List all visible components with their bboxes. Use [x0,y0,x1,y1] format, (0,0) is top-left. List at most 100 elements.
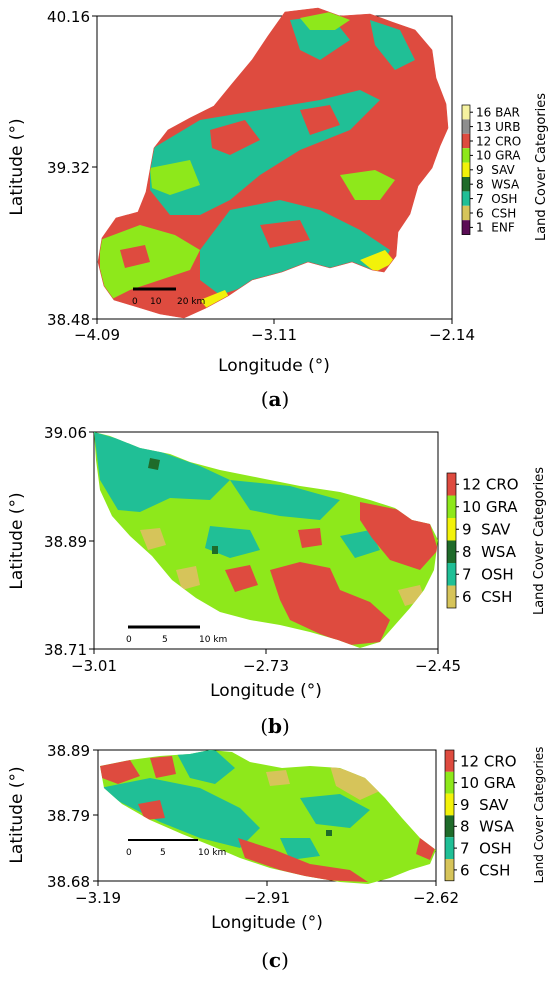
legend-label: 10 GRA [462,498,518,516]
legend-label: 10 GRA [476,149,521,163]
region-cro [300,105,340,135]
legend-swatch [462,205,470,221]
legend-label: 6 CSH [460,861,510,879]
x-tick-mid: −2.73 [243,657,289,675]
legend-label: 7 OSH [476,192,517,206]
region-csh [330,766,382,800]
region-osh [200,200,390,295]
legend: 12 CRO 10 GRA 9 SAV 8 WSA 7 OSH 6 CSH [444,749,517,882]
region-sav [200,290,232,312]
scale-label-mid: 5 [160,848,166,858]
region-osh [280,838,320,860]
y-tick-bottom: 38.71 [44,641,87,659]
legend-swatch [462,162,470,177]
region-cro [210,120,260,155]
legend-label: 1 ENF [476,221,515,235]
x-axis-label: Longitude (°) [211,913,323,933]
panel-c: 0 5 10 km 38.89 38.79 38.68 −3.19 −2.91 … [7,742,546,933]
x-axis-label: Longitude (°) [218,356,330,376]
legend-swatch [447,585,456,608]
region-cro [120,245,150,268]
legend-swatch [462,133,470,149]
scale-label-mid: 5 [162,635,168,645]
y-tick-top: 39.06 [44,424,87,442]
legend-label: 12 CRO [476,134,521,148]
panel-a: 0 10 20 km 40.16 39.32 38.48 −4.09 −3.11… [7,7,549,376]
legend-label: 6 CSH [462,588,512,606]
scale-label-0: 0 [126,848,132,858]
legend-swatch [447,563,456,586]
legend-swatch [445,815,454,838]
x-tick-right: −2.45 [415,657,461,675]
region-cro [100,760,140,784]
y-tick-mid: 38.89 [44,533,87,551]
legend-swatch [462,119,470,134]
x-axis-label: Longitude (°) [210,681,322,701]
legend-title: Land Cover Categories [532,747,546,884]
legend-label: 8 WSA [460,818,515,836]
region-osh [230,480,340,520]
legend-label: 16 BAR [476,106,520,120]
scale-label-0: 0 [132,297,138,307]
legend-label: 7 OSH [462,566,514,584]
legend-swatch [445,859,454,881]
x-tick-right: −2.14 [429,326,475,344]
legend: 12 CRO 10 GRA 9 SAV 8 WSA 7 OSH 6 CSH [446,472,519,609]
legend-swatch [462,191,470,206]
region-wsa [148,458,160,470]
y-tick-mid: 39.32 [47,159,90,177]
legend-swatch [462,220,470,235]
y-tick-top: 38.89 [47,742,90,760]
region-osh [300,794,370,828]
scale-label-end: 10 km [199,635,227,645]
panel-b: 0 5 10 km 39.06 38.89 38.71 −3.01 −2.73 … [7,424,547,701]
legend-label: 9 SAV [460,796,509,814]
region-osh [175,750,235,784]
legend-border [444,749,455,882]
legend-title: Land Cover Categories [534,93,549,241]
region-cro [150,756,176,778]
legend-title: Land Cover Categories [532,467,547,615]
scale-label-end: 20 km [177,297,205,307]
legend-label: 8 WSA [462,543,517,561]
scale-label-end: 10 km [198,848,226,858]
caption-b: (b) [260,714,290,738]
legend-swatch [447,518,456,541]
legend-label: 9 SAV [462,521,511,539]
y-tick-top: 40.16 [47,8,90,26]
region-gra [340,170,395,200]
legend-label: 10 GRA [460,774,516,792]
region-cro [260,220,310,248]
x-tick-left: −4.09 [74,326,120,344]
region-osh [205,526,260,558]
scale-label-0: 0 [126,635,132,645]
y-tick-mid: 38.79 [47,807,90,825]
x-tick-left: −3.19 [75,889,121,907]
y-axis-label: Latitude (°) [7,492,27,589]
legend-label: 9 SAV [476,163,516,177]
region-sav [360,250,395,272]
x-tick-mid: −2.91 [244,889,290,907]
legend-border [446,472,457,609]
region-wsa [326,830,332,836]
region-csh [266,770,290,786]
region-csh [140,528,166,550]
caption-c: (c) [261,948,289,972]
x-tick-left: −3.01 [71,657,117,675]
basin-outline [97,7,449,319]
legend-swatch [445,793,454,816]
legend-swatch [447,540,456,563]
region-gra [150,160,200,195]
legend-swatch [447,473,456,496]
legend-swatch [462,177,470,192]
legend-swatch [445,837,454,859]
legend-label: 6 CSH [476,206,516,220]
region-cro [138,800,165,820]
legend-label: 8 WSA [476,178,520,192]
x-tick-right: −2.62 [413,889,459,907]
caption-a: (a) [260,387,290,411]
legend-label: 12 CRO [460,752,517,770]
region-gra [100,225,200,300]
legend-label: 7 OSH [460,840,512,858]
region-csh [176,566,200,590]
